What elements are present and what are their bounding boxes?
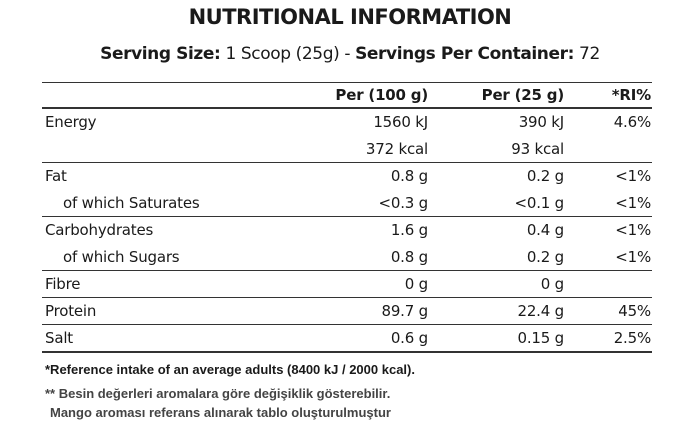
serving-size-label: Serving Size: bbox=[100, 44, 221, 64]
cell-value: 0.8 g bbox=[390, 248, 428, 266]
rule bbox=[42, 82, 652, 83]
serving-info: Serving Size: 1 Scoop (25g) - Servings P… bbox=[0, 44, 700, 64]
footnote: *Reference intake of an average adults (… bbox=[45, 362, 415, 377]
cell-value: <1% bbox=[615, 194, 651, 212]
rule bbox=[42, 107, 652, 109]
row-label: Protein bbox=[45, 302, 97, 320]
cell-value: 45% bbox=[618, 302, 651, 320]
footnote: ** Besin değerleri aromalara göre değişi… bbox=[45, 386, 391, 401]
column-header: *RI% bbox=[611, 86, 651, 104]
cell-value: 1.6 g bbox=[390, 221, 428, 239]
row-label: Energy bbox=[45, 113, 97, 131]
rule bbox=[42, 216, 652, 217]
cell-value: 390 kJ bbox=[518, 113, 565, 131]
cell-value: 0 g bbox=[404, 275, 428, 293]
cell-value: <1% bbox=[615, 221, 651, 239]
cell-value: 0.4 g bbox=[526, 221, 564, 239]
title: NUTRITIONAL INFORMATION bbox=[188, 5, 512, 29]
cell-value: 4.6% bbox=[613, 113, 652, 131]
rule bbox=[42, 162, 652, 163]
cell-value: 2.5% bbox=[613, 329, 652, 347]
column-header: Per (100 g) bbox=[335, 86, 428, 104]
row-label: Carbohydrates bbox=[45, 221, 154, 239]
rule bbox=[42, 270, 652, 271]
footnote: Mango aroması referans alınarak tablo ol… bbox=[50, 405, 391, 420]
row-label: of which Sugars bbox=[63, 248, 180, 266]
cell-value: 22.4 g bbox=[517, 302, 565, 320]
servings-label: Servings Per Container: bbox=[355, 44, 575, 64]
cell-value: <1% bbox=[615, 248, 651, 266]
cell-value: 0.8 g bbox=[390, 167, 428, 185]
cell-value: <1% bbox=[615, 167, 651, 185]
row-label: Fibre bbox=[45, 275, 81, 293]
cell-value: <0.3 g bbox=[378, 194, 428, 212]
cell-value: 0 g bbox=[540, 275, 564, 293]
row-label: Fat bbox=[45, 167, 67, 185]
cell-value: 0.2 g bbox=[526, 167, 564, 185]
serving-size: 1 Scoop (25g) - bbox=[220, 44, 356, 64]
cell-value: 0.15 g bbox=[517, 329, 565, 347]
row-label: Salt bbox=[45, 329, 73, 347]
rule bbox=[42, 297, 652, 298]
cell-value: 372 kcal bbox=[365, 140, 428, 158]
column-header: Per (25 g) bbox=[481, 86, 565, 104]
cell-value: 1560 kJ bbox=[373, 113, 428, 131]
servings-count: 72 bbox=[574, 44, 600, 64]
row-label: of which Saturates bbox=[63, 194, 200, 212]
cell-value: 93 kcal bbox=[511, 140, 564, 158]
cell-value: <0.1 g bbox=[514, 194, 564, 212]
cell-value: 0.6 g bbox=[390, 329, 428, 347]
rule bbox=[42, 351, 652, 353]
rule bbox=[42, 324, 652, 325]
cell-value: 0.2 g bbox=[526, 248, 564, 266]
cell-value: 89.7 g bbox=[381, 302, 429, 320]
